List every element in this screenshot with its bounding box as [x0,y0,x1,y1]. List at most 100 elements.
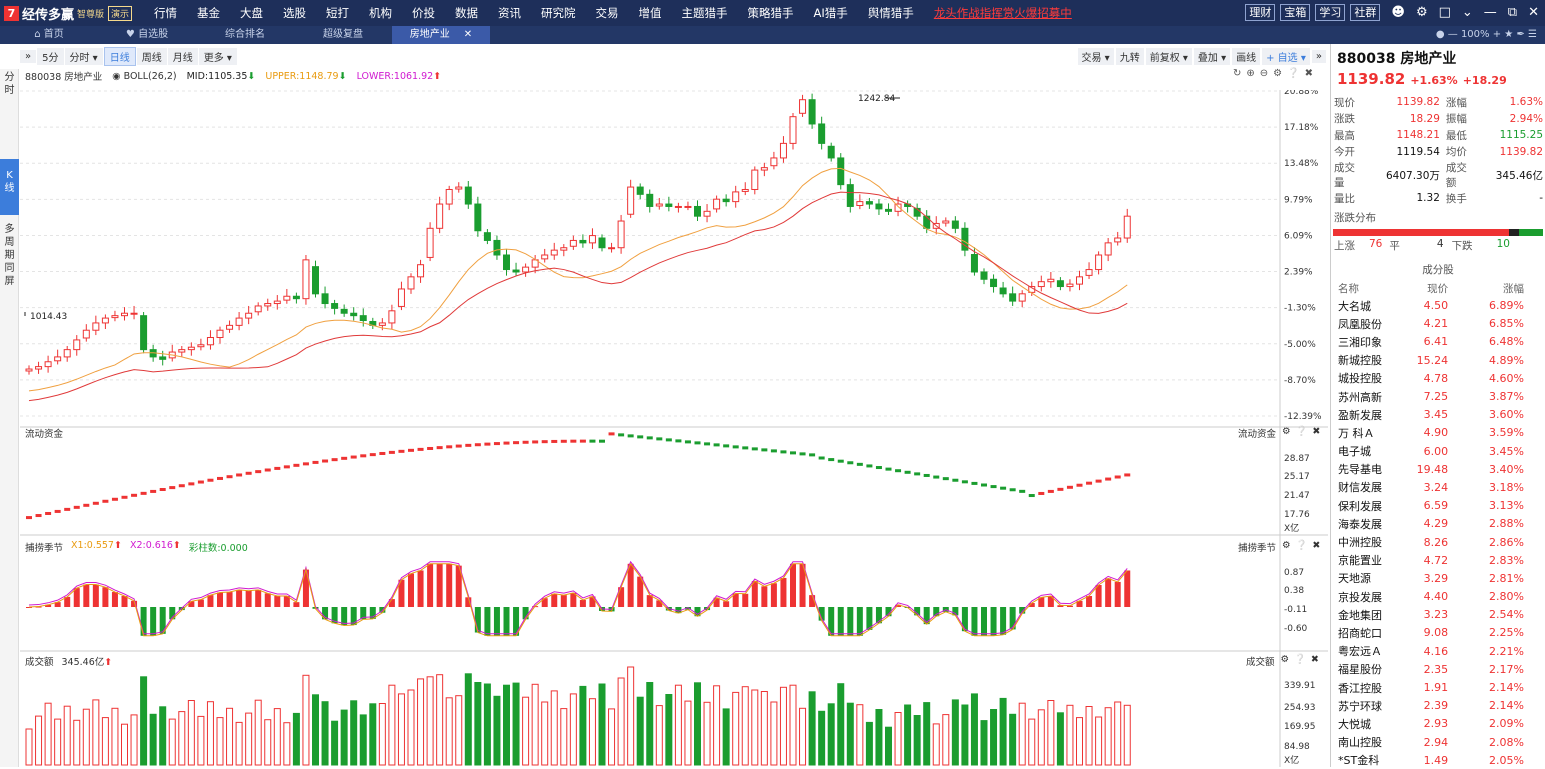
close-icon[interactable]: ✕ [1528,5,1539,20]
settings-icon[interactable]: ⚙ [1273,68,1282,79]
menu-item[interactable]: 行情 [144,5,187,21]
zoom-out-icon[interactable]: ⊖ [1260,68,1268,79]
tab-real-estate[interactable]: 房地产业✕ [392,26,490,44]
tab-close-icon[interactable]: ✕ [464,29,472,40]
menu-item[interactable]: 价投 [402,5,445,21]
community-button[interactable]: 社群 [1350,4,1380,21]
indicator-select[interactable]: ◉ BOLL(26,2) [112,71,176,82]
header-name[interactable]: 名称 [1331,280,1401,297]
candle [227,325,233,329]
menu-item[interactable]: 选股 [273,5,316,21]
draw-button[interactable]: 画线 [1232,48,1260,65]
period-more[interactable]: 更多 ▾ [199,48,237,65]
tab-home[interactable]: ⌂ 首页 [0,26,98,44]
nine-turn-button[interactable]: 九转 [1116,48,1144,65]
liquidity-mark [952,479,958,482]
menu-item[interactable]: 大盘 [230,5,273,21]
zoom-in-icon[interactable]: + [1493,29,1501,40]
minimize-icon[interactable]: — [1484,5,1497,20]
adjust-button[interactable]: 前复权 ▾ [1146,48,1192,65]
period-5min[interactable]: 5分 [37,48,63,65]
star-icon[interactable]: ★ [1504,29,1513,40]
menu-item[interactable]: 主题猎手 [672,5,738,21]
close-icon[interactable]: ✖ [1305,68,1313,79]
restore-icon[interactable]: ⧉ [1508,5,1517,20]
treasure-box-button[interactable]: 宝箱 [1280,4,1310,21]
pin-icon[interactable]: ✒ [1516,29,1524,40]
collapse-icon[interactable]: » [20,50,36,63]
refresh-icon[interactable]: ↻ [1233,68,1241,79]
period-daily[interactable]: 日线 [104,47,136,66]
learn-button[interactable]: 学习 [1315,4,1345,21]
trade-button[interactable]: 交易 ▾ [1078,48,1114,65]
wealth-button[interactable]: 理财 [1245,4,1275,21]
zoom-in-icon[interactable]: ⊕ [1246,68,1254,79]
promo-link[interactable]: 龙头作战指挥赏火爆招募中 [924,5,1082,21]
menu-item[interactable]: 短打 [316,5,359,21]
stock-name: 招商蛇口 [1331,624,1401,642]
tab-watchlist[interactable]: ♥ 自选股 [98,26,196,44]
menu-item[interactable]: 策略猎手 [738,5,804,21]
demo-badge[interactable]: 演示 [108,6,132,21]
menu-item[interactable]: 基金 [187,5,230,21]
period-monthly[interactable]: 月线 [168,48,198,65]
overlay-button[interactable]: 叠加 ▾ [1194,48,1230,65]
sidebar-item-multi-period[interactable]: 多周期同屏 [0,221,19,290]
user-icon[interactable]: ☻ [1391,5,1405,20]
add-watchlist-button[interactable]: + 自选 ▾ [1262,48,1310,65]
menu-item[interactable]: 舆情猎手 [858,5,924,21]
stock-name: 天地源 [1331,569,1401,587]
sidebar-item-intraday[interactable]: 分时 [0,69,19,99]
window-icon[interactable]: □ [1439,5,1451,20]
menu-icon[interactable]: ☰ [1528,29,1537,40]
stock-price: 6.59 [1401,497,1458,515]
menu-item[interactable]: 机构 [359,5,402,21]
gear-icon[interactable]: ⚙ [1416,5,1428,20]
menu-item[interactable]: 数据 [445,5,488,21]
help-icon[interactable]: ❔ [1287,68,1299,79]
chevron-down-icon[interactable]: ⌄ [1462,5,1473,20]
period-weekly[interactable]: 周线 [137,48,167,65]
menu-item[interactable]: 资讯 [488,5,531,21]
menu-item[interactable]: 交易 [586,5,629,21]
tab-review[interactable]: 超级复盘 [294,26,392,44]
expand-icon[interactable]: » [1312,50,1326,63]
menu-item[interactable]: 增值 [629,5,672,21]
menu-item[interactable]: 研究院 [531,5,586,21]
tab-ranking[interactable]: 综合排名 [196,26,294,44]
header-price[interactable]: 现价 [1401,280,1458,297]
period-intraday[interactable]: 分时 ▾ [65,48,103,65]
zoom-out-icon[interactable]: ● — [1436,29,1458,40]
menu-item[interactable]: AI猎手 [804,5,858,21]
header-change[interactable]: 涨幅 [1458,280,1545,297]
kline-chart[interactable]: 20.88%17.18%13.48%9.79%6.09%2.39%-1.30%-… [20,90,1328,767]
